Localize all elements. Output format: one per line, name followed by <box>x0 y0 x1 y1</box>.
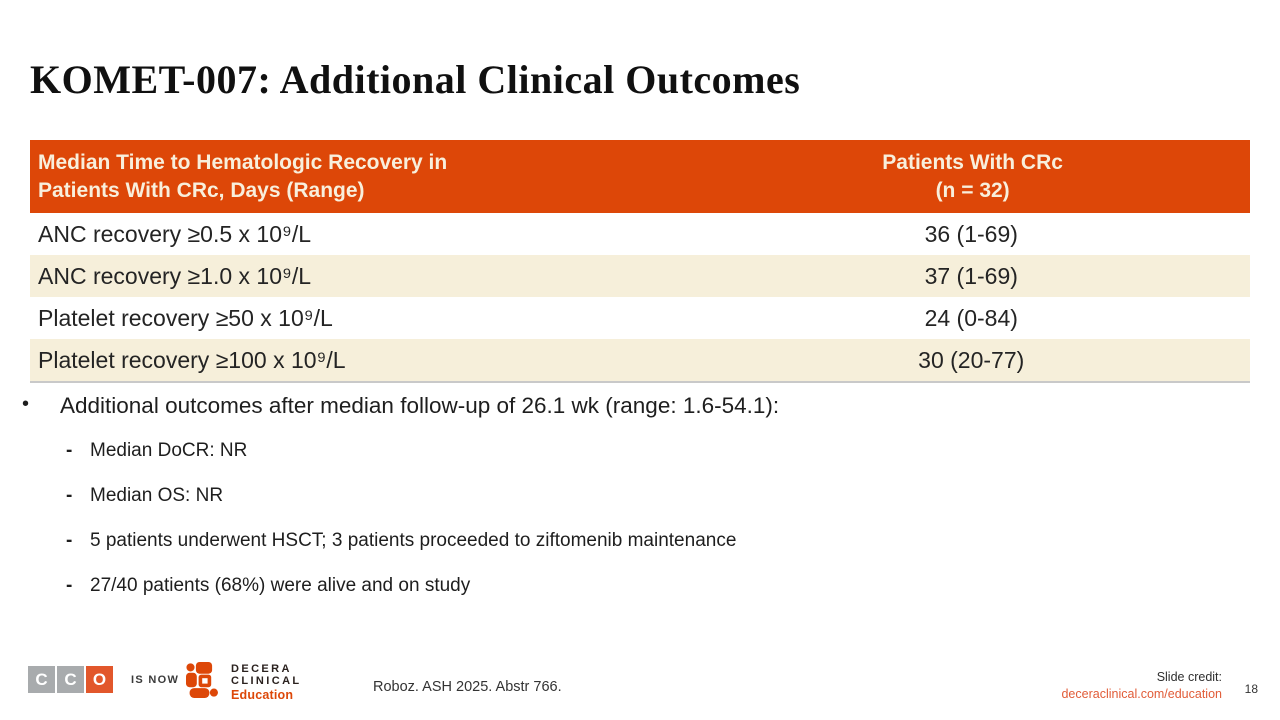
row-value: 36 (1-69) <box>924 220 1018 247</box>
sub-bullet: - 27/40 patients (68%) were alive and on… <box>66 575 470 597</box>
page-number: 18 <box>1244 682 1258 696</box>
decera-line3: Education <box>231 687 294 702</box>
sub-bullet: - 5 patients underwent HSCT; 3 patients … <box>66 530 736 552</box>
dash-marker: - <box>66 575 73 596</box>
table-row: Platelet recovery ≥100 x 10⁹/L 30 (20-77… <box>30 339 1250 381</box>
table-header-left: Median Time to Hematologic Recovery in P… <box>30 141 695 212</box>
sub-bullet: - Median DoCR: NR <box>66 440 247 462</box>
page-title: KOMET-007: Additional Clinical Outcomes <box>30 57 801 102</box>
slide-credit-link[interactable]: deceraclinical.com/education <box>1061 687 1222 701</box>
row-value: 30 (20-77) <box>918 346 1025 373</box>
is-now-label: IS NOW <box>131 674 180 686</box>
bullet-marker: • <box>22 393 30 415</box>
dash-marker: - <box>66 530 73 551</box>
row-label: ANC recovery ≥1.0 x 10⁹/L <box>38 262 312 289</box>
sub-bullet-text: Median DoCR: NR <box>90 440 248 461</box>
decera-line1: DECERA <box>231 662 292 675</box>
row-value: 24 (0-84) <box>924 304 1018 331</box>
decera-line2: CLINICAL <box>231 675 302 688</box>
table-header-row: Median Time to Hematologic Recovery in P… <box>30 140 1250 213</box>
row-label: Platelet recovery ≥100 x 10⁹/L <box>38 346 346 373</box>
table-row: Platelet recovery ≥50 x 10⁹/L 24 (0-84) <box>30 297 1250 339</box>
slide-credit-label: Slide credit: <box>1156 670 1222 684</box>
sub-bullet-text: 5 patients underwent HSCT; 3 patients pr… <box>90 530 737 551</box>
sub-bullet-text: 27/40 patients (68%) were alive and on s… <box>90 575 471 596</box>
decera-blocks-icon <box>186 662 222 703</box>
cco-letter-box: C <box>28 666 55 693</box>
main-bullet-text: Additional outcomes after median follow-… <box>60 393 780 418</box>
cco-letter-box: C <box>57 666 84 693</box>
recovery-table: Median Time to Hematologic Recovery in P… <box>30 140 1250 383</box>
table-row: ANC recovery ≥1.0 x 10⁹/L 37 (1-69) <box>30 255 1250 297</box>
table-header-left-line1: Median Time to Hematologic Recovery in <box>38 151 448 175</box>
table-header-right: Patients With CRc (n = 32) <box>695 149 1250 204</box>
table-header-right-line2: (n = 32) <box>935 178 1010 202</box>
decera-wordmark: DECERA CLINICAL Education <box>231 663 302 703</box>
main-bullet: • Additional outcomes after median follo… <box>22 393 779 419</box>
table-header-right-line1: Patients With CRc <box>882 151 1063 175</box>
table-header-left-line2: Patients With CRc, Days (Range) <box>38 178 365 202</box>
row-label: Platelet recovery ≥50 x 10⁹/L <box>38 304 333 331</box>
slide-credit: Slide credit: deceraclinical.com/educati… <box>1061 667 1222 703</box>
cco-logo: C C O <box>28 666 113 693</box>
citation: Roboz. ASH 2025. Abstr 766. <box>373 679 562 695</box>
row-value: 37 (1-69) <box>924 262 1018 289</box>
table-row: ANC recovery ≥0.5 x 10⁹/L 36 (1-69) <box>30 213 1250 255</box>
dash-marker: - <box>66 485 73 506</box>
row-label: ANC recovery ≥0.5 x 10⁹/L <box>38 220 312 247</box>
cco-letter-box: O <box>86 666 113 693</box>
sub-bullet-text: Median OS: NR <box>90 485 224 506</box>
sub-bullet: - Median OS: NR <box>66 485 223 507</box>
decera-logo: DECERA CLINICAL Education <box>186 662 302 703</box>
dash-marker: - <box>66 440 73 461</box>
